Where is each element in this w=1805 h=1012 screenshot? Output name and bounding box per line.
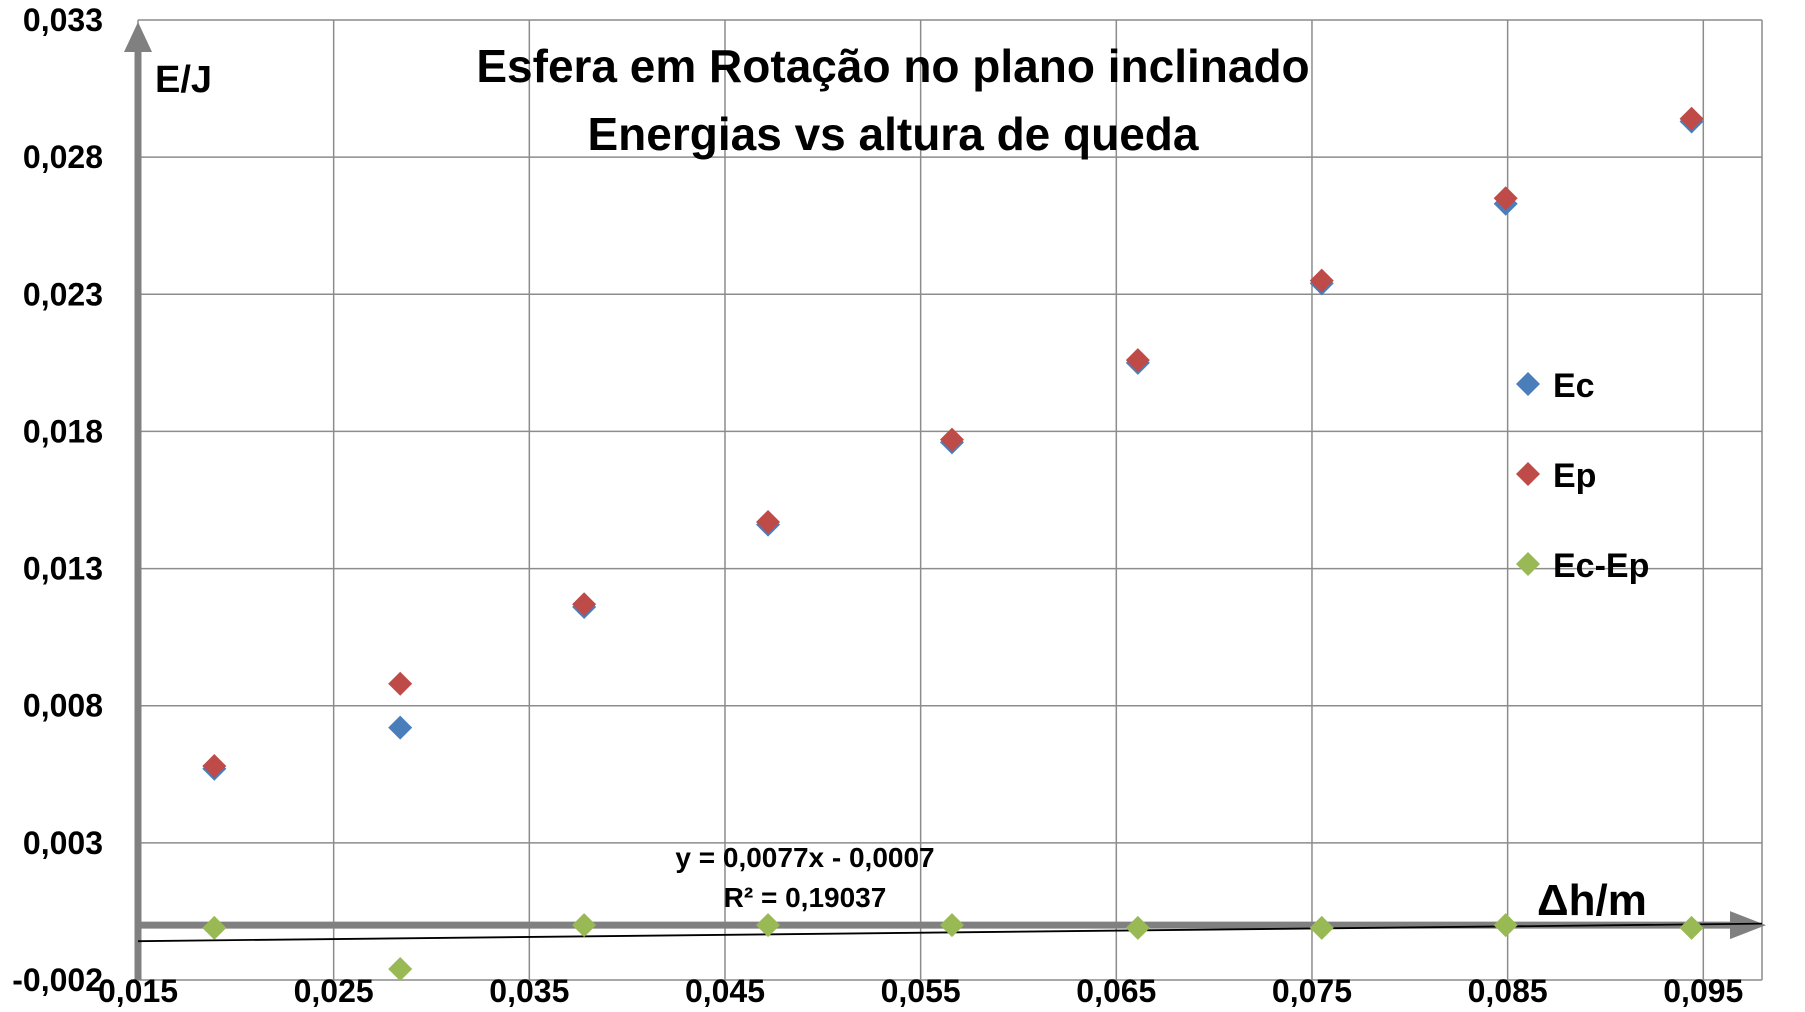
point-ep [1309, 268, 1334, 293]
point-ec-ep [202, 915, 227, 940]
legend-label-ep: Ep [1553, 457, 1596, 495]
point-ec-ep [756, 913, 781, 938]
legend-label-ec: Ec [1553, 367, 1595, 405]
y-tick-label: 0,013 [23, 551, 103, 587]
chart-title-line-1: Esfera em Rotação no plano inclinado [476, 40, 1309, 92]
y-tick-label: 0,018 [23, 413, 103, 449]
point-ec-ep [388, 957, 413, 982]
point-ep [1679, 106, 1704, 131]
gridlines [137, 19, 1763, 981]
point-ec [388, 715, 413, 740]
x-tick-label: 0,065 [1076, 973, 1156, 1009]
point-ep [756, 509, 781, 534]
legend-label-ec-ep: Ec-Ep [1553, 547, 1649, 585]
point-ep [572, 592, 597, 617]
x-tick-label: 0,095 [1663, 973, 1743, 1009]
y-tick-label: 0,003 [23, 825, 103, 861]
trendline-r-squared: R² = 0,19037 [724, 882, 887, 913]
trendline-equation: y = 0,0077x - 0,0007 [675, 842, 934, 873]
y-tick-label: 0,028 [23, 139, 103, 175]
point-ep [388, 671, 413, 696]
axes [124, 22, 1766, 980]
y-tick-label: 0,023 [23, 276, 103, 312]
y-axis-arrowhead [124, 22, 152, 52]
x-tick-label: 0,075 [1272, 973, 1352, 1009]
point-ep [202, 754, 227, 779]
chart-title-line-2: Energias vs altura de queda [587, 108, 1198, 160]
x-tick-label: 0,035 [489, 973, 569, 1009]
tick-labels: -0,002 0,003 0,008 0,013 0,018 0,023 0,028 0,03… [12, 2, 1743, 1009]
point-ep [939, 427, 964, 452]
x-tick-label: 0,015 [98, 973, 178, 1009]
y-tick-label: -0,002 [12, 962, 103, 998]
x-tick-label: 0,045 [685, 973, 765, 1009]
legend-marker-ec-ep [1516, 552, 1540, 576]
x-tick-label: 0,085 [1468, 973, 1548, 1009]
point-ec-ep [1309, 915, 1334, 940]
y-axis-label: E/J [155, 59, 212, 101]
point-ec-ep [1679, 915, 1704, 940]
legend: Ec Ep Ec-Ep [1516, 367, 1649, 585]
legend-marker-ep [1516, 462, 1540, 486]
y-tick-label: 0,033 [23, 2, 103, 38]
y-tick-label: 0,008 [23, 688, 103, 724]
point-ep [1493, 186, 1518, 211]
point-ec-ep [1125, 915, 1150, 940]
legend-marker-ec [1516, 372, 1540, 396]
point-ep [1125, 348, 1150, 373]
point-ec-ep [1493, 913, 1518, 938]
x-tick-label: 0,055 [881, 973, 961, 1009]
point-ec-ep [939, 913, 964, 938]
data-points [202, 106, 1704, 982]
point-ec-ep [572, 913, 597, 938]
x-tick-label: 0,025 [294, 973, 374, 1009]
x-axis-arrowhead [1730, 911, 1766, 940]
x-axis-label: Δh/m [1537, 876, 1647, 925]
